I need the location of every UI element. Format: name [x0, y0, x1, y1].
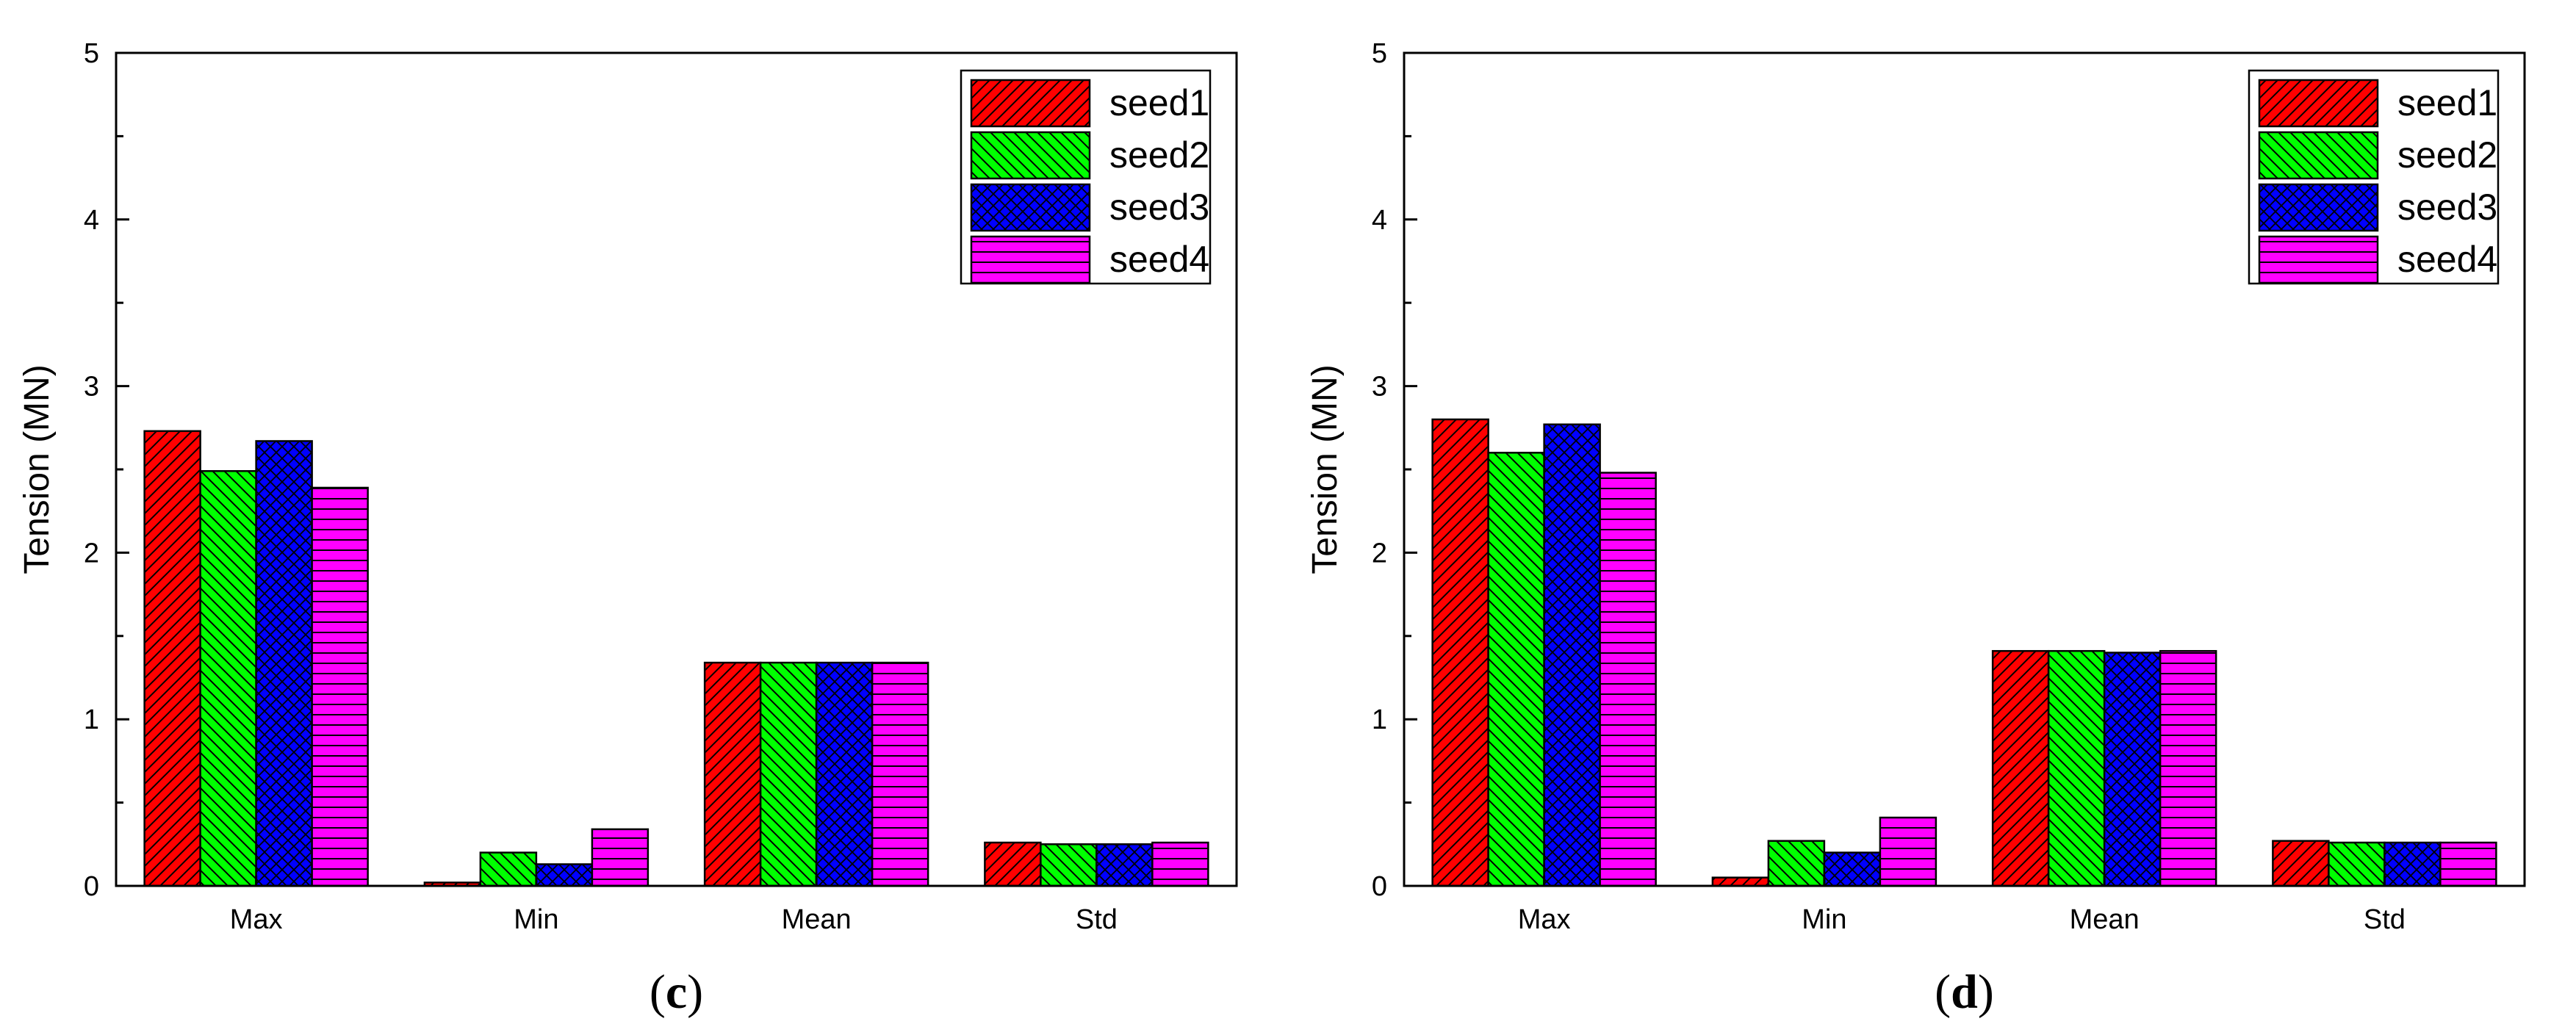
- chart-svg-d: 0 1 2 3 4 5 Max Min Mean Std Tension (MN) seed1 seed…: [1306, 38, 2526, 1019]
- y-tick-label: 2: [84, 538, 99, 569]
- bar-seed2-mean: [759, 661, 818, 887]
- bar-seed4-mean: [2159, 649, 2217, 887]
- y-tick-label: 5: [1372, 38, 1387, 69]
- chart-panel-c: 0 1 2 3 4 5 Max Min Mean Std Tension (MN) seed1 seed…: [18, 38, 1238, 1019]
- panel-label: (c): [650, 965, 703, 1019]
- bar-seed3-std: [2383, 841, 2442, 887]
- x-category-label: Std: [1076, 904, 1118, 935]
- legend-label-seed3: seed3: [2397, 187, 2497, 228]
- bar-seed4-mean: [871, 661, 929, 887]
- bar-seed4-max: [1599, 472, 1657, 887]
- bar-seed4-std: [2439, 841, 2497, 887]
- chart-panel-d: 0 1 2 3 4 5 Max Min Mean Std Tension (MN) seed1 seed…: [1288, 0, 2576, 1035]
- y-tick-label: 4: [1372, 205, 1387, 236]
- legend-swatch-seed1: [970, 79, 1091, 128]
- x-category-label: Mean: [2070, 904, 2140, 935]
- legend-label-seed3: seed3: [1109, 187, 1209, 228]
- bar-seed4-min: [591, 828, 650, 887]
- bar-seed3-mean: [2103, 652, 2162, 887]
- y-tick-label: 1: [1372, 704, 1387, 735]
- legend-swatch-seed2: [2258, 131, 2379, 180]
- bar-seed2-mean: [2047, 649, 2106, 887]
- bar-seed3-min: [535, 863, 594, 887]
- bar-seed2-min: [1767, 840, 1826, 887]
- x-category-label: Max: [1518, 904, 1571, 935]
- legend-label-seed2: seed2: [1109, 134, 1209, 176]
- x-category-label: Min: [1802, 904, 1846, 935]
- bar-seed2-std: [2328, 841, 2386, 887]
- bar-seed2-std: [1040, 843, 1098, 887]
- legend-label-seed4: seed4: [2397, 239, 2497, 280]
- y-tick-label: 3: [84, 372, 99, 403]
- bar-seed1-mean: [1991, 649, 2050, 887]
- legend-swatch-seed3: [970, 183, 1091, 232]
- y-axis-title: Tension (MN): [18, 364, 57, 574]
- y-tick-label: 3: [1372, 372, 1387, 403]
- y-tick-label: 5: [84, 38, 99, 69]
- legend-swatch-seed4: [2258, 235, 2379, 284]
- legend-swatch-seed1: [2258, 79, 2379, 128]
- bar-seed2-min: [479, 851, 538, 887]
- y-tick-label: 2: [1372, 538, 1387, 569]
- bar-seed1-mean: [703, 661, 762, 887]
- bar-seed2-max: [1487, 452, 1545, 887]
- legend-swatch-seed4: [970, 235, 1091, 284]
- legend-swatch-seed3: [2258, 183, 2379, 232]
- y-axis-title: Tension (MN): [1306, 364, 1345, 574]
- bar-seed1-std: [984, 841, 1042, 887]
- bar-seed1-max: [1431, 418, 1489, 887]
- x-category-label: Std: [2364, 904, 2406, 935]
- bar-seed3-std: [1095, 843, 1154, 887]
- bar-seed3-min: [1823, 851, 1882, 887]
- bar-seed1-std: [2272, 840, 2330, 887]
- x-category-label: Max: [230, 904, 283, 935]
- legend-label-seed1: seed1: [2397, 82, 2497, 123]
- y-tick-label: 4: [84, 205, 99, 236]
- x-category-label: Mean: [782, 904, 852, 935]
- y-tick-label: 0: [1372, 871, 1387, 902]
- bar-seed2-max: [199, 470, 257, 887]
- x-category-label: Min: [514, 904, 558, 935]
- chart-svg-c: 0 1 2 3 4 5 Max Min Mean Std Tension (MN) seed1 seed…: [18, 38, 1238, 1019]
- bar-seed4-std: [1151, 841, 1209, 887]
- legend-swatch-seed2: [970, 131, 1091, 180]
- bar-seed3-max: [255, 440, 313, 887]
- legend-label-seed1: seed1: [1109, 82, 1209, 123]
- bar-seed1-max: [143, 430, 201, 887]
- bar-seed3-mean: [815, 661, 874, 887]
- y-tick-label: 0: [84, 871, 99, 902]
- legend-label-seed2: seed2: [2397, 134, 2497, 176]
- legend-label-seed4: seed4: [1109, 239, 1209, 280]
- y-tick-label: 1: [84, 704, 99, 735]
- bar-seed4-max: [311, 486, 369, 887]
- bar-seed3-max: [1543, 423, 1601, 887]
- panel-label: (d): [1935, 965, 1994, 1019]
- bar-seed1-min: [1711, 876, 1770, 887]
- bar-seed4-min: [1879, 816, 1938, 887]
